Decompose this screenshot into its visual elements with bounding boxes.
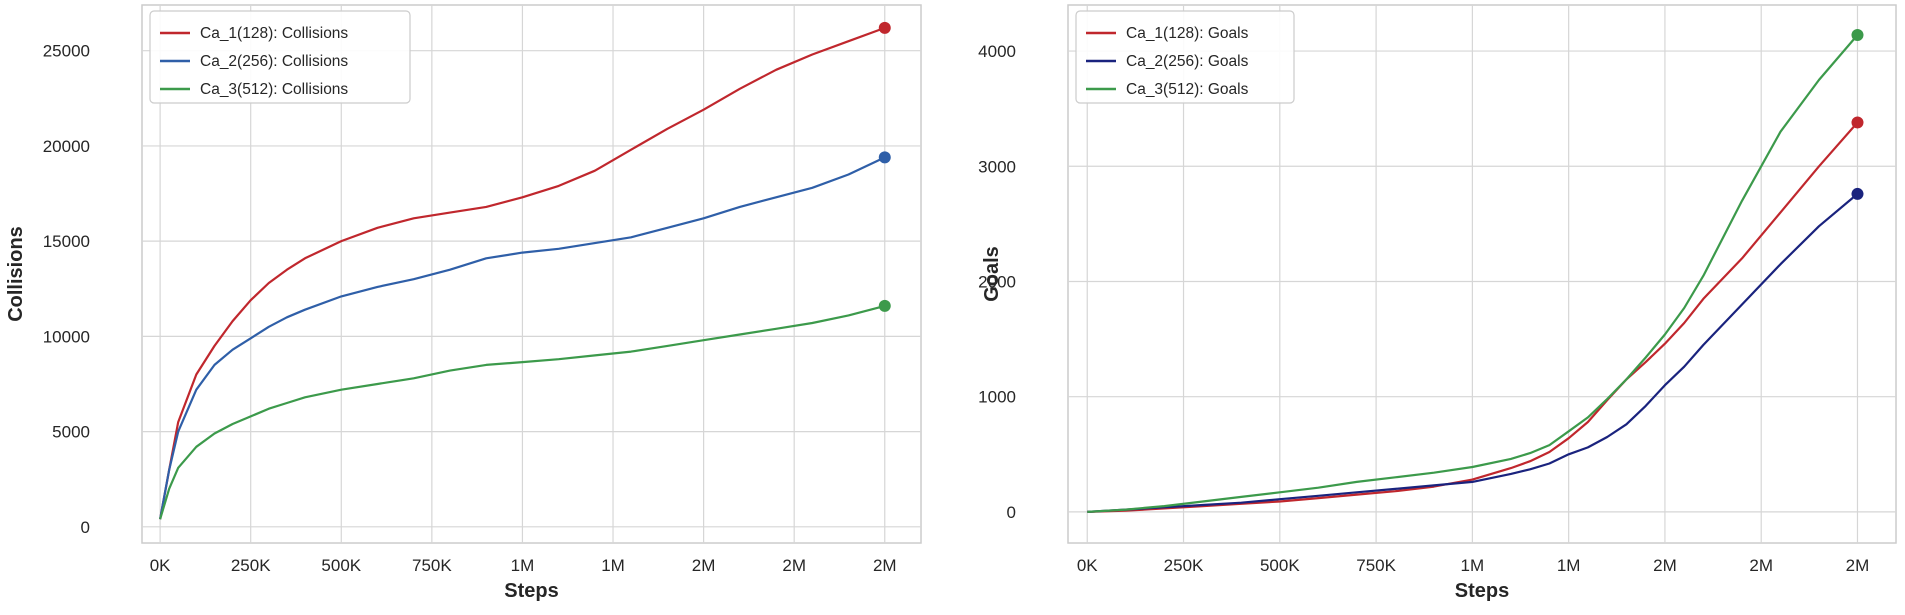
legend-label: Ca_3(512): Goals bbox=[1126, 81, 1249, 98]
series-line-2 bbox=[159, 156, 886, 520]
y-tick-label: 20000 bbox=[43, 137, 90, 156]
x-tick-label: 1M bbox=[601, 556, 625, 575]
y-tick-label: 0 bbox=[1007, 503, 1016, 522]
chart-panel-1: 0K 250K 500K 750K 1M 1M 2M 2M 2M 0 5000 10000 15000 2… bbox=[5, 4, 922, 602]
x-tick-label: 0K bbox=[150, 556, 171, 575]
y-axis-label: Collisions bbox=[5, 226, 27, 322]
series-end-point-3 bbox=[1851, 28, 1864, 41]
x-tick-label: 250K bbox=[1164, 556, 1204, 575]
legend-box bbox=[149, 10, 411, 104]
x-tick-label: 0K bbox=[1077, 556, 1098, 575]
legend: Ca_1(128): Collisions Ca_2(256): Collisio… bbox=[149, 10, 411, 104]
y-tick-label: 3000 bbox=[978, 157, 1016, 176]
y-axis-label: Goals bbox=[981, 246, 1003, 302]
x-tick-label: 1M bbox=[1557, 556, 1581, 575]
series-line-1 bbox=[1087, 121, 1859, 513]
series-line-3 bbox=[159, 304, 886, 520]
y-tick-label: 15000 bbox=[43, 232, 90, 251]
y-tick-label: 25000 bbox=[43, 42, 90, 61]
x-tick-label: 2M bbox=[782, 556, 806, 575]
legend-label: Ca_2(256): Goals bbox=[1126, 53, 1249, 70]
legend: Ca_1(128): Goals Ca_2(256): Goals Ca_3(512… bbox=[1075, 10, 1295, 104]
x-tick-label: 500K bbox=[1260, 556, 1300, 575]
series-end-point-1 bbox=[1851, 116, 1864, 129]
y-tick-label: 2000 bbox=[978, 272, 1016, 291]
legend-box bbox=[1075, 10, 1295, 104]
series-line-3 bbox=[1087, 34, 1859, 513]
x-tick-label: 1M bbox=[511, 556, 535, 575]
gridlines bbox=[142, 5, 921, 543]
x-tick-label: 2M bbox=[1749, 556, 1773, 575]
x-tick-label: 750K bbox=[412, 556, 452, 575]
x-axis-label: Steps bbox=[1455, 580, 1509, 602]
y-tick-label: 5000 bbox=[52, 423, 90, 442]
x-tick-label: 1M bbox=[1461, 556, 1485, 575]
y-tick-label: 1000 bbox=[978, 388, 1016, 407]
x-tick-label: 750K bbox=[1356, 556, 1396, 575]
series-end-point-2 bbox=[1851, 187, 1864, 200]
x-tick-label: 2M bbox=[873, 556, 897, 575]
series-end-point-2 bbox=[878, 151, 891, 164]
x-tick-label: 250K bbox=[231, 556, 271, 575]
legend-label: Ca_3(512): Collisions bbox=[200, 81, 348, 98]
chart-panel-2: 0K 250K 500K 750K 1M 1M 2M 2M 2M 0 1000 2000 3000 400… bbox=[978, 4, 1897, 602]
series-line-1 bbox=[159, 26, 886, 520]
series-end-point-3 bbox=[878, 299, 891, 312]
legend-label: Ca_1(128): Goals bbox=[1126, 25, 1249, 42]
x-tick-label: 2M bbox=[692, 556, 716, 575]
legend-label: Ca_2(256): Collisions bbox=[200, 53, 348, 70]
y-tick-label: 4000 bbox=[978, 42, 1016, 61]
series-end-point-1 bbox=[878, 21, 891, 34]
x-tick-label: 2M bbox=[1846, 556, 1870, 575]
series-line-2 bbox=[1087, 193, 1859, 513]
y-tick-label: 10000 bbox=[43, 327, 90, 346]
x-tick-label: 500K bbox=[321, 556, 361, 575]
y-tick-label: 0 bbox=[81, 518, 90, 537]
legend-label: Ca_1(128): Collisions bbox=[200, 25, 348, 42]
x-tick-label: 2M bbox=[1653, 556, 1677, 575]
x-axis-label: Steps bbox=[504, 580, 558, 602]
